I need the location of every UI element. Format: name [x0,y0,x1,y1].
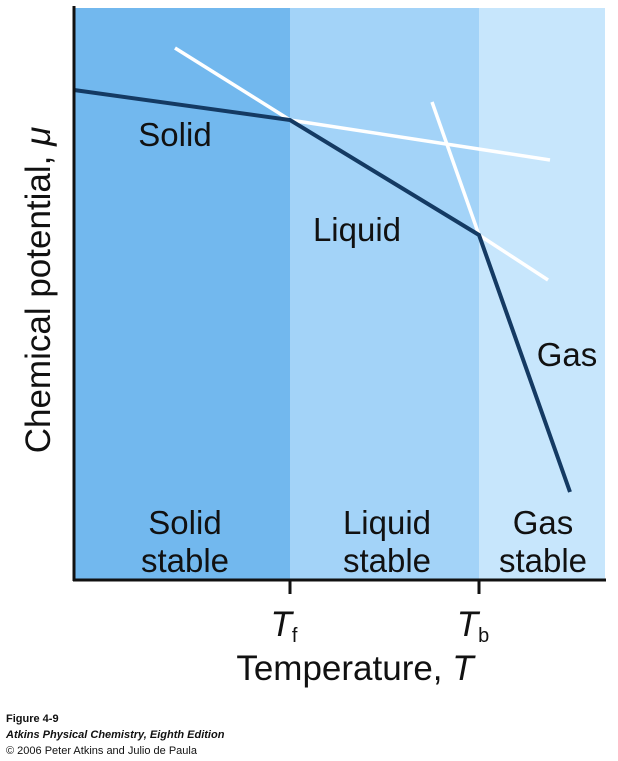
extrapolations [174,46,551,282]
x-tick-label: Tf [271,605,298,647]
region-label: stable [343,542,431,579]
x-tick-label: Tb [457,605,490,647]
region-label: Liquid [343,504,431,541]
symbol: μ [19,127,58,147]
curve-label: Liquid [313,211,401,248]
subscript: f [292,625,298,647]
copyright: © 2006 Peter Atkins and Julio de Paula [6,745,198,757]
label: Temperature, [236,649,452,688]
label: Chemical potential, [19,146,58,453]
axes [72,6,606,594]
liquid-extension [478,233,549,282]
region-label: stable [499,542,587,579]
symbol: T [457,605,481,644]
curve-label: Solid [138,116,211,153]
stable-phase-curve [73,88,572,493]
symbol: T [271,605,295,644]
book-title: Atkins Physical Chemistry, Eighth Editio… [5,729,225,741]
curve-label: Gas [537,336,598,373]
liquid-region [290,8,479,580]
gas-extension [430,101,481,236]
liquid-extension [174,46,291,122]
symbol: T [452,649,476,688]
region-label: Gas [513,504,574,541]
figure-number: Figure 4-9 [6,713,59,725]
x-axis-label: Temperature, T [236,649,476,688]
solid-extension [289,118,551,162]
y-axis-label: Chemical potential, μ [19,127,58,454]
subscript: b [478,625,489,647]
region-label: stable [141,542,229,579]
region-label: Solid [148,504,221,541]
